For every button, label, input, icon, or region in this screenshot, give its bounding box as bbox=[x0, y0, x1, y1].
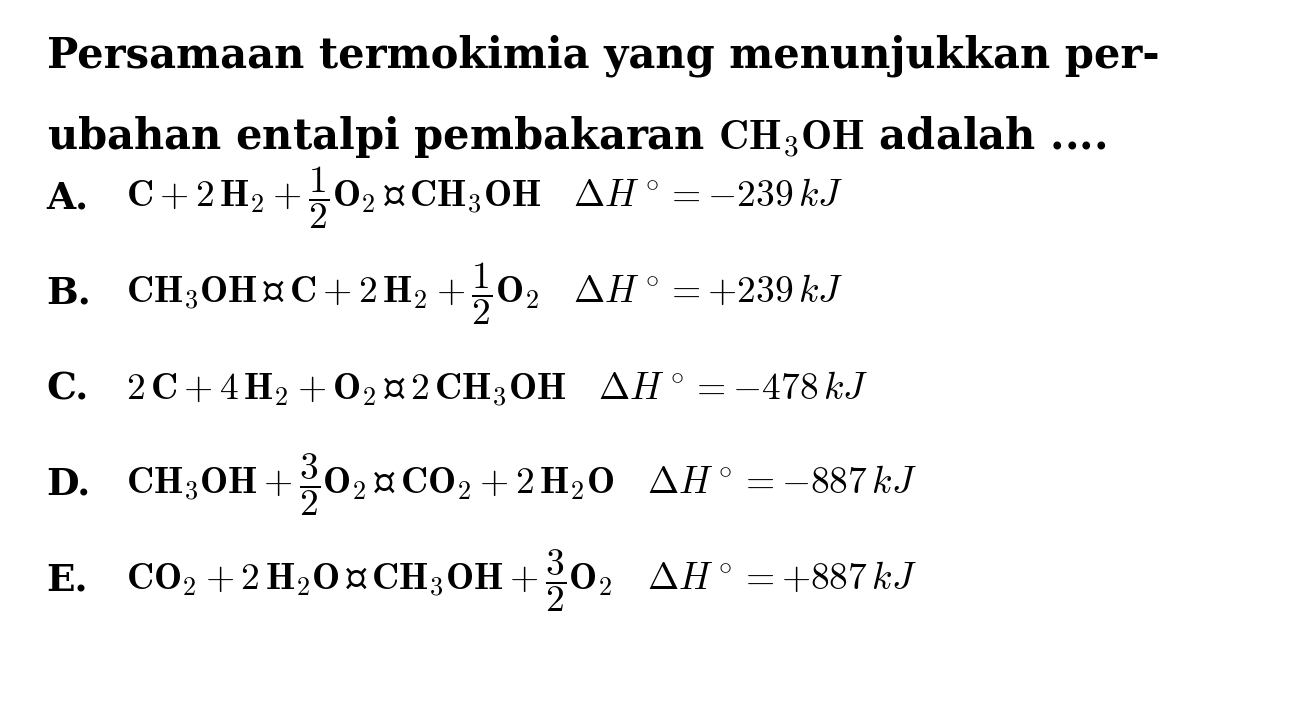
Text: A.: A. bbox=[47, 179, 89, 216]
Text: ubahan entalpi pembakaran $\mathbf{CH_3OH}$ adalah ....: ubahan entalpi pembakaran $\mathbf{CH_3O… bbox=[47, 115, 1106, 160]
Text: $\mathbf{2\, C + 4\, H_2 + O_2 \longrightarrow 2\, CH_3OH \quad \Delta \it{H}^\c: $\mathbf{2\, C + 4\, H_2 + O_2 \longrigh… bbox=[125, 369, 868, 409]
Text: B.: B. bbox=[47, 275, 92, 312]
Text: $\mathbf{CO_2 + 2\, H_2O \longrightarrow CH_3OH + \dfrac{3}{2}O_2 \quad \Delta \: $\mathbf{CO_2 + 2\, H_2O \longrightarrow… bbox=[125, 547, 917, 614]
Text: D.: D. bbox=[47, 466, 90, 503]
Text: $\mathbf{CH_3OH + \dfrac{3}{2}O_2 \longrightarrow CO_2 + 2\, H_2O \quad \Delta \: $\mathbf{CH_3OH + \dfrac{3}{2}O_2 \longr… bbox=[125, 451, 917, 518]
Text: E.: E. bbox=[47, 561, 88, 599]
Text: Persamaan termokimia yang menunjukkan per-: Persamaan termokimia yang menunjukkan pe… bbox=[47, 35, 1159, 77]
Text: $\mathbf{CH_3OH \longrightarrow C + 2\, H_2 + \dfrac{1}{2}O_2 \quad \Delta \it{H: $\mathbf{CH_3OH \longrightarrow C + 2\, … bbox=[125, 260, 844, 327]
Text: C.: C. bbox=[47, 370, 89, 407]
Text: $\mathbf{C + 2\, H_2 + \dfrac{1}{2}O_2 \longrightarrow CH_3OH \quad \Delta \it{H: $\mathbf{C + 2\, H_2 + \dfrac{1}{2}O_2 \… bbox=[125, 164, 844, 231]
